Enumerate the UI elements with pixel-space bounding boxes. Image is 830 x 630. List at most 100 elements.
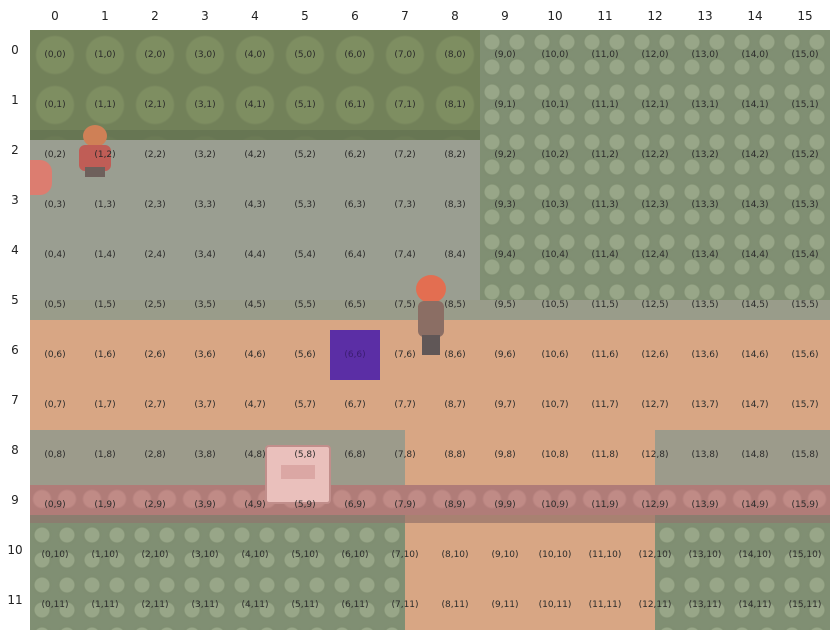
grid-cell[interactable]: (14,2) [730, 130, 780, 180]
grid-cell[interactable]: (13,3) [680, 180, 730, 230]
grid-cell[interactable]: (9,4) [480, 230, 530, 280]
grid-cell[interactable]: (2,8) [130, 430, 180, 480]
grid-cell[interactable]: (11,0) [580, 30, 630, 80]
grid-cell[interactable]: (7,9) [380, 480, 430, 530]
grid-cell[interactable]: (7,0) [380, 30, 430, 80]
grid-cell[interactable]: (13,11) [680, 580, 730, 630]
grid-cell[interactable]: (1,8) [80, 430, 130, 480]
grid-cell[interactable]: (7,1) [380, 80, 430, 130]
grid-cell[interactable]: (7,2) [380, 130, 430, 180]
grid-cell[interactable]: (2,3) [130, 180, 180, 230]
grid-cell[interactable]: (1,10) [80, 530, 130, 580]
grid-cell[interactable]: (4,9) [230, 480, 280, 530]
grid-cell[interactable]: (0,2) [30, 130, 80, 180]
grid-cell[interactable]: (3,5) [180, 280, 230, 330]
grid-cell[interactable]: (2,11) [130, 580, 180, 630]
grid-cell[interactable]: (2,6) [130, 330, 180, 380]
grid-cell[interactable]: (10,10) [530, 530, 580, 580]
grid-cell[interactable]: (9,0) [480, 30, 530, 80]
grid-cell[interactable]: (15,4) [780, 230, 830, 280]
grid-cell[interactable]: (11,2) [580, 130, 630, 180]
grid-cell[interactable]: (2,9) [130, 480, 180, 530]
grid-cell[interactable]: (12,9) [630, 480, 680, 530]
grid-cell[interactable]: (8,8) [430, 430, 480, 480]
grid-cell[interactable]: (8,2) [430, 130, 480, 180]
grid-cell[interactable]: (7,8) [380, 430, 430, 480]
grid-cell[interactable]: (10,3) [530, 180, 580, 230]
game-map[interactable]: (0,0) (1,0) (2,0) (3,0) (4,0) (5,0) (6,0) (7,0)… [30, 30, 830, 630]
grid-cell[interactable]: (4,5) [230, 280, 280, 330]
grid-cell[interactable]: (8,3) [430, 180, 480, 230]
grid-cell[interactable]: (10,5) [530, 280, 580, 330]
grid-cell[interactable]: (15,1) [780, 80, 830, 130]
grid-cell[interactable]: (10,9) [530, 480, 580, 530]
grid-cell[interactable]: (1,5) [80, 280, 130, 330]
grid-cell[interactable]: (14,0) [730, 30, 780, 80]
grid-cell[interactable]: (10,2) [530, 130, 580, 180]
grid-cell[interactable]: (9,2) [480, 130, 530, 180]
grid-cell[interactable]: (5,2) [280, 130, 330, 180]
grid-cell[interactable]: (0,11) [30, 580, 80, 630]
grid-cell[interactable]: (8,0) [430, 30, 480, 80]
grid-cell[interactable]: (6,5) [330, 280, 380, 330]
grid-cell[interactable]: (8,9) [430, 480, 480, 530]
grid-cell[interactable]: (10,4) [530, 230, 580, 280]
grid-cell[interactable]: (5,5) [280, 280, 330, 330]
grid-cell[interactable]: (14,5) [730, 280, 780, 330]
grid-cell[interactable]: (2,1) [130, 80, 180, 130]
grid-cell[interactable]: (12,8) [630, 430, 680, 480]
grid-cell[interactable]: (1,11) [80, 580, 130, 630]
grid-cell[interactable]: (11,1) [580, 80, 630, 130]
grid-cell[interactable]: (6,3) [330, 180, 380, 230]
grid-cell[interactable]: (1,6) [80, 330, 130, 380]
grid-cell[interactable]: (10,7) [530, 380, 580, 430]
grid-cell[interactable]: (15,2) [780, 130, 830, 180]
grid-cell[interactable]: (13,5) [680, 280, 730, 330]
grid-cell[interactable]: (14,3) [730, 180, 780, 230]
grid-cell[interactable]: (0,8) [30, 430, 80, 480]
grid-cell[interactable]: (14,1) [730, 80, 780, 130]
grid-cell[interactable]: (11,11) [580, 580, 630, 630]
grid-cell[interactable]: (3,0) [180, 30, 230, 80]
grid-cell[interactable]: (10,1) [530, 80, 580, 130]
grid-cell[interactable]: (3,3) [180, 180, 230, 230]
grid-cell[interactable]: (5,0) [280, 30, 330, 80]
grid-cell[interactable]: (3,6) [180, 330, 230, 380]
grid-cell[interactable]: (6,10) [330, 530, 380, 580]
grid-cell[interactable]: (4,7) [230, 380, 280, 430]
grid-cell[interactable]: (7,5) [380, 280, 430, 330]
grid-cell[interactable]: (15,5) [780, 280, 830, 330]
grid-cell[interactable]: (5,8) [280, 430, 330, 480]
grid-cell[interactable]: (14,6) [730, 330, 780, 380]
grid-cell[interactable]: (13,6) [680, 330, 730, 380]
grid-cell[interactable]: (6,11) [330, 580, 380, 630]
grid-cell[interactable]: (1,4) [80, 230, 130, 280]
grid-cell[interactable]: (13,4) [680, 230, 730, 280]
grid-cell[interactable]: (15,8) [780, 430, 830, 480]
grid-cell[interactable]: (6,2) [330, 130, 380, 180]
grid-cell[interactable]: (12,11) [630, 580, 680, 630]
grid-cell[interactable]: (12,4) [630, 230, 680, 280]
grid-cell[interactable]: (0,3) [30, 180, 80, 230]
grid-cell[interactable]: (12,1) [630, 80, 680, 130]
grid-cell[interactable]: (4,2) [230, 130, 280, 180]
grid-cell[interactable]: (5,7) [280, 380, 330, 430]
grid-cell[interactable]: (0,4) [30, 230, 80, 280]
grid-cell[interactable]: (9,8) [480, 430, 530, 480]
grid-cell[interactable]: (11,7) [580, 380, 630, 430]
grid-cell[interactable]: (12,5) [630, 280, 680, 330]
grid-cell[interactable]: (11,5) [580, 280, 630, 330]
grid-cell[interactable]: (6,7) [330, 380, 380, 430]
grid-cell[interactable]: (13,7) [680, 380, 730, 430]
grid-cell[interactable]: (12,3) [630, 180, 680, 230]
grid-cell[interactable]: (13,9) [680, 480, 730, 530]
grid-cell[interactable]: (7,10) [380, 530, 430, 580]
grid-cell[interactable]: (8,5) [430, 280, 480, 330]
grid-cell[interactable]: (14,8) [730, 430, 780, 480]
grid-cell[interactable]: (12,6) [630, 330, 680, 380]
grid-cell[interactable]: (5,3) [280, 180, 330, 230]
grid-cell[interactable]: (12,7) [630, 380, 680, 430]
grid-cell[interactable]: (11,6) [580, 330, 630, 380]
grid-cell[interactable]: (8,11) [430, 580, 480, 630]
grid-cell[interactable]: (3,8) [180, 430, 230, 480]
